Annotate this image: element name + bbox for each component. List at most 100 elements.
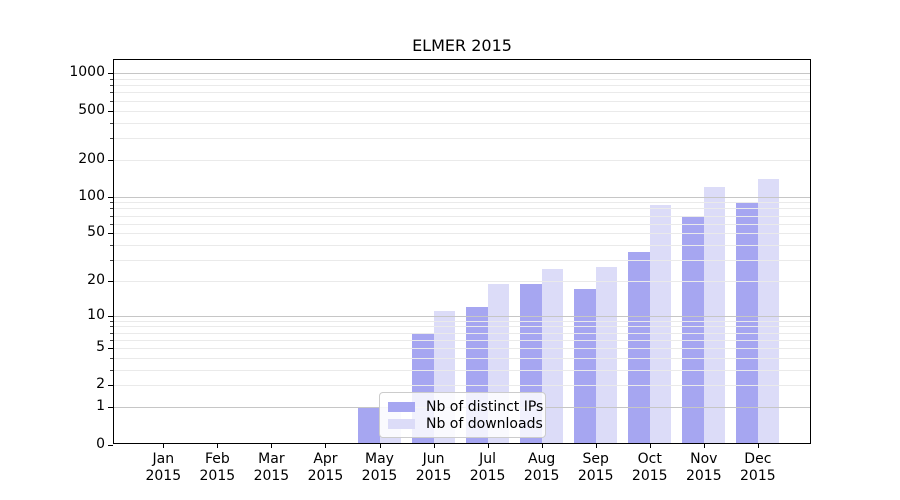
x-tick-label: Dec 2015: [728, 451, 788, 485]
x-tick-mark: [595, 443, 597, 448]
x-tick-month: Sep: [582, 451, 609, 467]
minor-gridline: [113, 137, 811, 139]
x-tick-year: 2015: [740, 468, 776, 484]
x-tick-label: Jun 2015: [404, 451, 464, 485]
y-minor-tick-mark: [110, 85, 113, 87]
minor-gridline: [113, 202, 811, 204]
y-minor-tick-mark: [110, 332, 113, 334]
x-tick-mark: [541, 443, 543, 448]
minor-gridline: [113, 385, 811, 387]
x-tick-mark: [703, 443, 705, 448]
y-tick-label: 10: [87, 306, 105, 323]
plot-area: [113, 59, 811, 444]
y-minor-tick-mark: [110, 358, 113, 360]
minor-gridline: [113, 122, 811, 124]
major-gridline: [113, 73, 811, 75]
y-minor-tick-mark: [110, 122, 113, 124]
y-tick-mark: [108, 348, 113, 350]
x-tick-month: Jun: [422, 451, 445, 467]
minor-gridline: [113, 339, 811, 341]
y-tick-mark: [108, 444, 113, 446]
minor-gridline: [113, 159, 811, 161]
bar-downloads-oct: [649, 205, 672, 443]
x-tick-mark: [487, 443, 489, 448]
x-tick-month: Apr: [313, 451, 338, 467]
bar-ips-nov: [682, 215, 704, 443]
y-tick-label: 1000: [69, 64, 105, 81]
y-minor-tick-mark: [110, 79, 113, 81]
minor-gridline: [113, 320, 811, 322]
x-tick-label: Oct 2015: [620, 451, 680, 485]
minor-gridline: [113, 326, 811, 328]
y-tick-mark: [108, 315, 113, 317]
x-tick-label: Nov 2015: [674, 451, 734, 485]
minor-gridline: [113, 233, 811, 235]
y-tick-label: 100: [78, 187, 105, 204]
y-minor-tick-mark: [110, 260, 113, 262]
x-tick-year: 2015: [577, 468, 614, 484]
y-tick-mark: [108, 196, 113, 198]
x-tick-mark: [271, 443, 273, 448]
x-tick-label: May 2015: [350, 451, 410, 485]
legend-item: Nb of distinct IPs: [388, 398, 543, 415]
y-minor-tick-mark: [110, 223, 113, 225]
legend: Nb of distinct IPs Nb of downloads: [379, 392, 546, 438]
x-tick-year: 2015: [415, 468, 452, 484]
bar-ips-may: [358, 407, 380, 443]
x-tick-year: 2015: [469, 468, 506, 484]
minor-gridline: [113, 92, 811, 94]
y-tick-label: 20: [87, 271, 105, 288]
y-minor-tick-mark: [110, 92, 113, 94]
minor-gridline: [113, 100, 811, 102]
bar-ips-sep: [574, 289, 596, 443]
x-tick-mark: [163, 443, 165, 448]
x-tick-month: Aug: [527, 451, 556, 467]
y-tick-label: 200: [78, 150, 105, 167]
x-tick-label: Feb 2015: [187, 451, 247, 485]
y-minor-tick-mark: [110, 137, 113, 139]
x-tick-label: Aug 2015: [512, 451, 572, 485]
minor-gridline: [113, 215, 811, 217]
x-tick-month: Nov: [690, 451, 718, 467]
x-tick-year: 2015: [199, 468, 236, 484]
y-tick-mark: [108, 407, 113, 409]
bar-ips-dec: [736, 203, 758, 443]
x-tick-month: May: [365, 451, 394, 467]
y-tick-mark: [108, 280, 113, 282]
y-minor-tick-mark: [110, 320, 113, 322]
x-tick-month: Feb: [204, 451, 230, 467]
minor-gridline: [113, 208, 811, 210]
y-tick-label: 1: [96, 398, 105, 415]
legend-label: Nb of downloads: [426, 415, 543, 432]
bar-downloads-sep: [595, 267, 618, 443]
minor-gridline: [113, 280, 811, 282]
minor-gridline: [113, 332, 811, 334]
legend-swatch: [388, 418, 415, 429]
minor-gridline: [113, 370, 811, 372]
x-tick-label: Sep 2015: [566, 451, 626, 485]
y-minor-tick-mark: [110, 215, 113, 217]
y-tick-mark: [108, 385, 113, 387]
y-tick-mark: [108, 73, 113, 75]
legend-label: Nb of distinct IPs: [426, 398, 544, 415]
x-tick-mark: [325, 443, 327, 448]
y-tick-label: 0: [96, 435, 105, 452]
bar-downloads-dec: [757, 178, 780, 443]
x-tick-label: Jul 2015: [458, 451, 518, 485]
major-gridline: [113, 196, 811, 198]
y-tick-label: 50: [87, 224, 105, 241]
x-tick-mark: [379, 443, 381, 448]
y-minor-tick-mark: [110, 245, 113, 246]
x-tick-year: 2015: [631, 468, 668, 484]
x-tick-label: Apr 2015: [295, 451, 355, 485]
x-tick-month: Oct: [637, 451, 662, 467]
y-minor-tick-mark: [110, 202, 113, 204]
minor-gridline: [113, 79, 811, 81]
x-tick-month: Jul: [479, 451, 497, 467]
x-tick-year: 2015: [307, 468, 344, 484]
bar-downloads-aug: [541, 269, 564, 443]
y-tick-mark: [108, 110, 113, 112]
x-tick-mark: [757, 443, 759, 448]
bar-ips-oct: [628, 251, 650, 443]
y-tick-label: 5: [96, 339, 105, 356]
